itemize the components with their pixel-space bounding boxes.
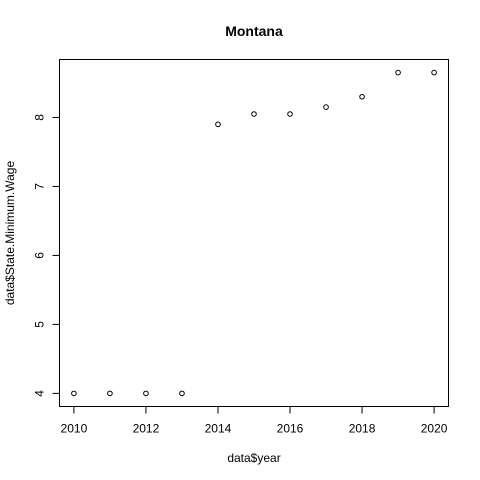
data-point (251, 111, 257, 117)
y-tick-label: 6 (33, 252, 47, 259)
data-point (395, 69, 401, 76)
data-point (431, 69, 437, 76)
x-tick-label: 2012 (133, 422, 160, 436)
chart-title: Montana (225, 23, 283, 39)
data-point (179, 390, 185, 397)
data-point (143, 390, 149, 397)
x-tick-label: 2016 (277, 422, 304, 436)
y-tick-label: 5 (33, 321, 47, 328)
x-axis: 2010 2012 2014 2016 2018 2020 (61, 406, 448, 436)
data-point (359, 93, 365, 100)
x-axis-label: data$year (227, 451, 280, 465)
x-tick-label: 2018 (349, 422, 376, 436)
y-axis-label: data$State.Minimum.Wage (3, 161, 17, 306)
data-point (71, 390, 77, 397)
x-tick-label: 2020 (421, 422, 448, 436)
y-tick-label: 8 (33, 114, 47, 121)
y-tick-label: 7 (33, 183, 47, 190)
data-points (71, 69, 437, 397)
y-axis: 4 5 6 7 8 (33, 114, 60, 397)
y-tick-label: 4 (33, 390, 47, 397)
data-point (107, 390, 113, 397)
data-point (287, 111, 293, 117)
x-tick-label: 2014 (205, 422, 232, 436)
x-tick-label: 2010 (61, 422, 88, 436)
data-point (215, 121, 221, 128)
data-point (323, 104, 329, 110)
